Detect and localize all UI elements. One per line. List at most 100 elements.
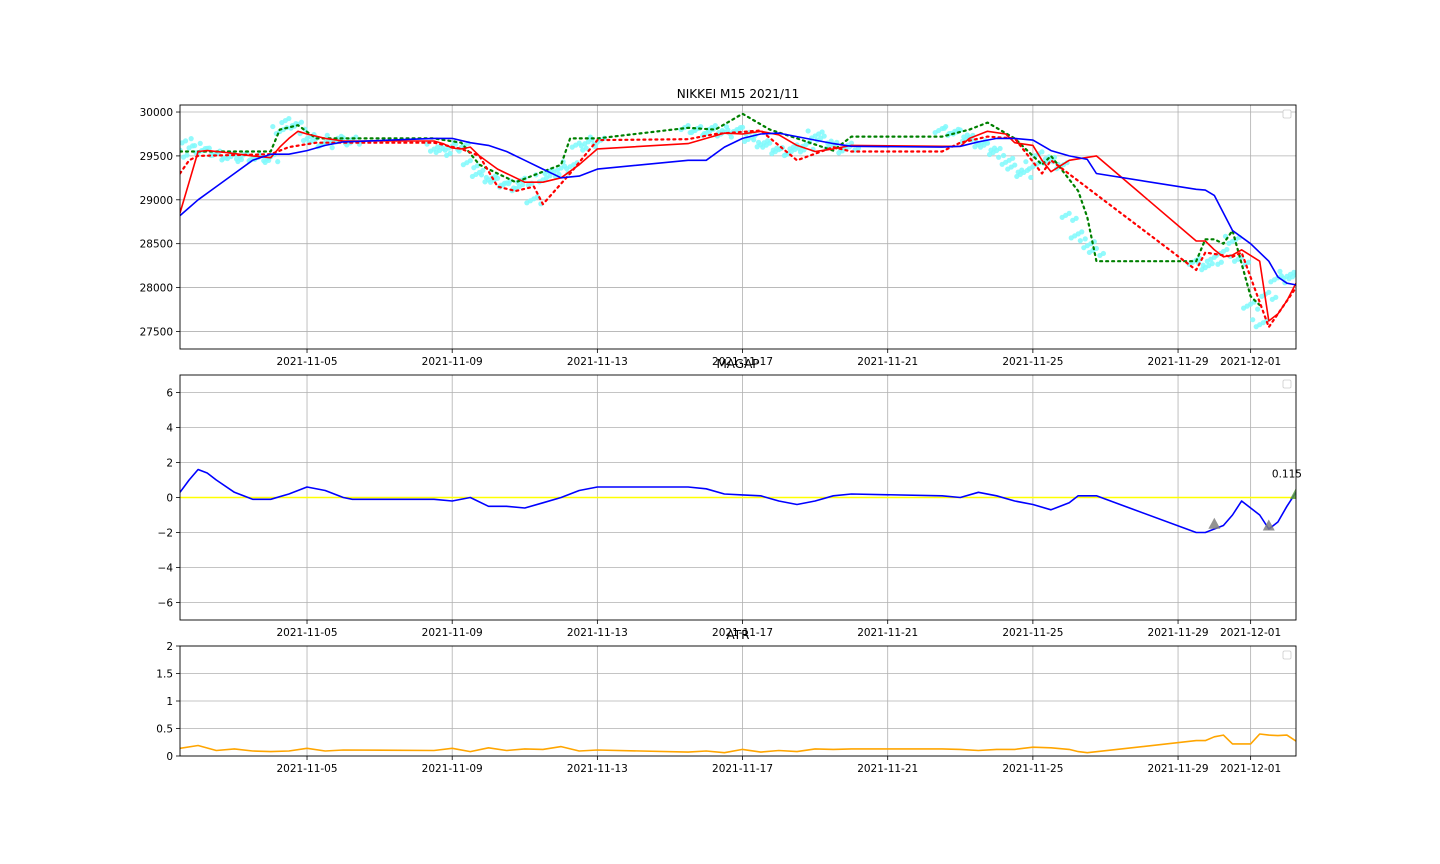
magap-y-tick-label: 6: [166, 388, 173, 400]
price-scatter-point: [547, 173, 553, 179]
price-series-line-2: [180, 129, 1296, 329]
price-scatter-point: [275, 159, 281, 165]
price-scatter-point: [1209, 261, 1215, 267]
price-x-tick-label: 2021-11-25: [1002, 356, 1063, 368]
price-scatter-point: [474, 163, 480, 169]
atr-chart-title: ATR: [727, 628, 750, 642]
price-scatter-point: [184, 152, 190, 158]
price-scatter-point: [1245, 259, 1252, 265]
price-scatter-point: [583, 145, 589, 151]
price-scatter-point: [506, 181, 512, 187]
atr-x-tick-label: 2021-11-29: [1148, 763, 1209, 775]
price-y-tick-label: 28000: [140, 283, 173, 295]
atr-x-tick-label: 2021-11-17: [712, 763, 773, 775]
magap-x-tick-label: 2021-11-29: [1148, 627, 1209, 639]
magap-x-tick-label: 2021-12-01: [1220, 627, 1281, 639]
price-scatter-point: [1224, 246, 1230, 253]
atr-x-tick-label: 2021-11-13: [567, 763, 628, 775]
atr-x-tick-label: 2021-11-25: [1002, 763, 1063, 775]
price-scatter-point: [821, 133, 827, 139]
price-x-tick-label: 2021-11-21: [857, 356, 918, 368]
price-scatter-point: [848, 140, 855, 146]
magap-chart-title: MAGAP: [716, 357, 759, 371]
magap-x-tick-label: 2021-11-25: [1002, 627, 1063, 639]
atr-plot-area: [180, 733, 1296, 754]
price-y-tick-label: 29500: [140, 151, 173, 163]
price-scatter-point: [1023, 159, 1029, 165]
atr-panel: 0 0.5 1 1.5 2 2021-11-05 2021-11-09 2021-11-13 2…: [156, 628, 1297, 775]
price-scatter-point: [478, 172, 485, 178]
magap-x-tick-label: 2021-11-13: [567, 627, 628, 639]
price-scatter-point: [1012, 162, 1018, 168]
magap-y-tick-label: 2: [166, 458, 173, 470]
price-scatter-point: [1039, 149, 1045, 155]
price-series-line-1: [180, 112, 1261, 307]
price-y-tick-label: 27500: [140, 326, 173, 338]
chart-panels: 27500 28000 28500 29000 29500 30000 2021-11-05…: [140, 87, 1302, 775]
price-scatter-point: [819, 129, 825, 135]
magap-x-tick-label: 2021-11-21: [857, 627, 918, 639]
price-scatter-point: [1273, 294, 1279, 300]
price-scatter-point: [520, 182, 526, 188]
price-scatter-point: [302, 126, 308, 132]
magap-x-tick-label: 2021-11-05: [277, 627, 338, 639]
price-scatter-point: [1079, 229, 1085, 235]
price-x-tick-label: 2021-11-09: [422, 356, 483, 368]
price-scatter-point: [494, 175, 501, 181]
price-x-tick-label: 2021-11-29: [1148, 356, 1209, 368]
magap-y-tick-label: −4: [158, 563, 174, 575]
atr-y-tick-label: 0.5: [156, 724, 173, 736]
magap-panel: −6 −4 −2 0 2 4 6 2021-11-05 2021-11-09 2021-11-13…: [158, 357, 1302, 639]
price-scatter-point: [298, 119, 305, 125]
price-scatter-point: [767, 140, 773, 146]
price-scatter-point: [324, 132, 330, 138]
price-chart-title: NIKKEI M15 2021/11: [677, 87, 799, 101]
price-scatter-point: [1277, 268, 1283, 274]
price-scatter-point: [270, 123, 276, 130]
magap-y-tick-label: −2: [158, 528, 173, 540]
price-x-tick-label: 2021-11-13: [567, 356, 628, 368]
price-scatter-point: [1066, 210, 1072, 216]
price-scatter-point: [1010, 155, 1016, 161]
atr-y-tick-label: 1: [166, 696, 173, 708]
price-scatter-point: [1293, 272, 1296, 278]
price-scatter-point: [1255, 306, 1261, 312]
price-x-tick-label: 2021-11-17: [712, 356, 773, 368]
atr-x-tick-label: 2021-11-05: [277, 763, 338, 775]
price-scatter-point: [192, 143, 198, 149]
magap-x-tick-label: 2021-11-09: [422, 627, 483, 639]
price-scatter-point: [1218, 259, 1224, 265]
price-scatter-point: [1000, 152, 1007, 159]
price-series-line-3: [180, 130, 1296, 322]
magap-y-tick-label: 0: [166, 493, 173, 505]
price-scatter-point: [712, 122, 718, 129]
magap-series-line-1: [180, 468, 1296, 534]
price-scatter-point: [447, 150, 453, 156]
price-scatter-point: [1082, 236, 1088, 242]
magap-y-tick-label: 4: [166, 423, 173, 435]
price-scatter-point: [984, 140, 991, 146]
price-scatter-point: [206, 145, 212, 151]
price-scatter-point: [739, 124, 746, 130]
atr-series-line-0: [180, 733, 1296, 754]
atr-y-tick-label: 1.5: [156, 669, 173, 681]
magap-y-tick-label: −6: [158, 598, 174, 610]
price-x-tick-label: 2021-11-05: [277, 356, 338, 368]
price-scatter-point: [197, 140, 203, 146]
price-scatter-point: [1077, 238, 1083, 244]
price-scatter-point: [997, 145, 1003, 152]
price-scatter-point: [941, 125, 947, 131]
price-scatter-point: [188, 136, 194, 142]
price-scatter-point: [1250, 317, 1256, 323]
price-plot-area: [180, 112, 1296, 330]
price-scatter-point: [751, 137, 757, 143]
atr-x-tick-label: 2021-12-01: [1220, 763, 1281, 775]
magap-plot-area: [180, 468, 1296, 534]
magap-x-tick-label: 2021-11-17: [712, 627, 773, 639]
price-x-tick-label: 2021-12-01: [1220, 356, 1281, 368]
price-scatter-point: [286, 115, 292, 122]
atr-x-tick-label: 2021-11-09: [422, 763, 483, 775]
price-panel: 27500 28000 28500 29000 29500 30000 2021-11-05…: [140, 87, 1297, 368]
atr-legend-box: [1282, 650, 1292, 660]
